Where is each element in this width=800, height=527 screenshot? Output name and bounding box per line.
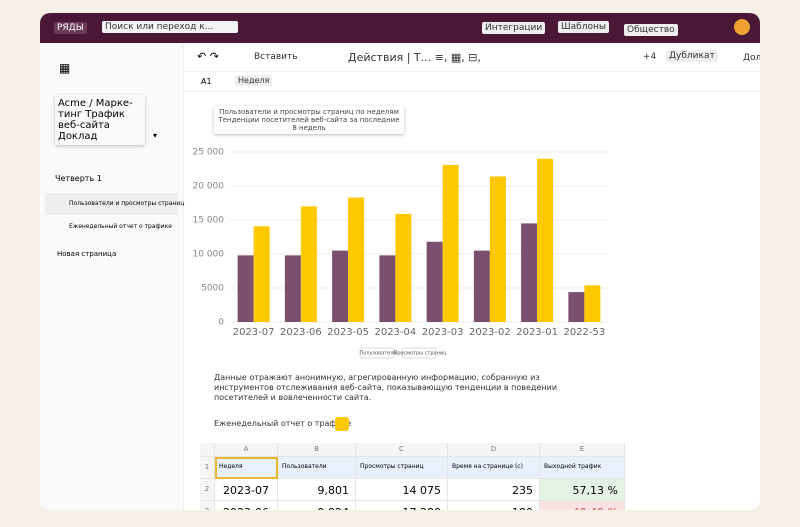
nav-link[interactable]: Общество [624,24,678,36]
new-page[interactable]: Новая страница [57,250,117,258]
app: РЯДЫ Поиск или переход к... Интеграции Ш… [40,13,760,510]
share[interactable]: Доля [740,52,760,64]
widget-icon[interactable] [335,417,349,431]
logo[interactable]: РЯДЫ [54,22,87,34]
column-header[interactable]: Неделя [215,457,278,479]
column-header[interactable]: Просмотры страниц [356,457,448,479]
section[interactable]: Четверть 1 [55,174,102,183]
undo[interactable]: ↶ ↷ [197,50,219,63]
page-link[interactable]: Пользователи и просмотры страниц [69,200,185,207]
column-letter[interactable]: C [356,443,448,457]
nav-link[interactable]: Шаблоны [558,21,609,33]
column-letter[interactable]: B [278,443,356,457]
cell[interactable]: 180 [448,501,540,510]
cell[interactable]: 9,824 [278,501,356,510]
column-header[interactable]: Выходной трафик [540,457,625,479]
avatar[interactable] [734,19,750,35]
column-header[interactable]: Пользователи [278,457,356,479]
corner[interactable] [200,443,215,457]
cell[interactable]: 2023-06 [215,501,278,510]
chart-subtitle: Тенденции посетителей веб-сайта за после… [218,116,400,132]
cell[interactable]: 2023-07 [215,479,278,501]
row-number[interactable]: 3 [200,501,215,510]
nav-link[interactable]: Интеграции [482,22,546,34]
row-number[interactable]: 1 [200,457,215,479]
cell[interactable]: 17,280 [356,501,448,510]
table-title: Еженедельный отчет о трафике [214,419,352,428]
cell[interactable]: 235 [448,479,540,501]
chart-heading: Пользователи и просмотры страниц по неде… [214,106,404,134]
cell[interactable]: 9,801 [278,479,356,501]
actions[interactable]: Действия | Т... ≡, ▦, ⊟, [340,49,489,66]
paste[interactable]: Вставить [251,51,301,63]
duplicate[interactable]: Дубликат [666,50,718,62]
note: Данные отражают анонимную, агрегированну… [214,373,558,402]
page-link[interactable]: Еженедельный отчет о трафике [69,223,172,230]
sidebar: ▦ Acme / Марке-тинг Трафик веб-сайта Док… [40,43,184,510]
doc-title[interactable]: Acme / Марке-тинг Трафик веб-сайта Докла… [55,95,145,145]
cell-value: Неделя [235,75,273,86]
cell-ref: A1 [201,77,212,86]
cell[interactable]: 57,13 % [540,479,625,501]
formula-bar: A1 Неделя [183,71,760,92]
toolbar: ↶ ↷ Вставить Действия | Т... ≡, ▦, ⊟, +4… [183,43,760,72]
chart-title: Пользователи и просмотры страниц по неде… [219,108,399,116]
active-page[interactable] [45,193,178,215]
search[interactable]: Поиск или переход к... [102,21,238,33]
column-letter[interactable]: D [448,443,540,457]
column-letter[interactable]: E [540,443,625,457]
top-bar: РЯДЫ Поиск или переход к... Интеграции Ш… [40,13,760,43]
grid-icon[interactable]: ▦ [59,61,71,75]
cell[interactable]: 14 075 [356,479,448,501]
cell[interactable]: 40,40 % [540,501,625,510]
column-header[interactable]: Время на странице (с) [448,457,540,479]
avatars-more: +4 [640,51,660,63]
row-number[interactable]: 2 [200,479,215,501]
column-letter[interactable]: A [215,443,278,457]
caret[interactable]: ▾ [153,131,158,140]
